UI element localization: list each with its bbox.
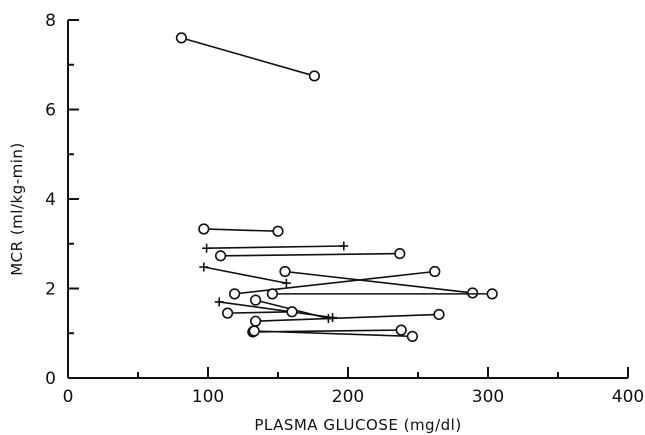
series-segment	[284, 270, 473, 294]
series-pair	[222, 306, 298, 319]
circle-marker	[266, 288, 279, 300]
circle-marker	[394, 247, 406, 260]
series-pair	[215, 247, 406, 262]
x-tick-label: 200	[332, 387, 364, 407]
circle-marker	[279, 265, 291, 278]
circle-marker	[486, 288, 498, 300]
y-tick-label: 2	[45, 280, 56, 300]
data-marks	[175, 32, 498, 342]
circle-marker	[229, 288, 241, 300]
plus-marker	[199, 262, 209, 272]
series-pair	[198, 223, 284, 237]
series-pair	[248, 325, 419, 342]
series-segment	[254, 330, 413, 338]
circle-marker	[248, 325, 260, 337]
x-tick-label: 0	[63, 387, 74, 407]
x-axis-title: PLASMA GLUCOSE (mg/dl)	[254, 416, 461, 434]
series-segment	[234, 270, 435, 295]
circle-marker	[272, 225, 284, 237]
circle-marker	[467, 287, 479, 299]
series-segment	[220, 252, 400, 257]
circle-marker	[429, 265, 441, 278]
circle-marker	[198, 223, 210, 235]
x-tick-label: 100	[192, 387, 224, 407]
series-pair	[279, 265, 479, 299]
series-segment	[181, 37, 315, 77]
series-pair	[175, 32, 321, 82]
y-tick-label: 4	[45, 190, 56, 210]
circle-marker	[175, 32, 187, 44]
y-tick-label: 6	[45, 101, 56, 121]
circle-marker	[395, 324, 407, 336]
y-tick-label: 8	[45, 11, 56, 31]
series-pair	[250, 308, 445, 327]
axes: 0 100 200 300 400 0 2 4 6 8	[45, 11, 644, 407]
circle-marker	[406, 330, 419, 342]
series-segment	[203, 266, 287, 284]
circle-marker	[433, 308, 445, 321]
circle-marker	[222, 307, 234, 319]
circle-marker	[286, 306, 298, 318]
circle-marker	[215, 250, 227, 262]
y-tick-label: 0	[45, 369, 56, 389]
series-pair	[229, 265, 441, 300]
series-segment	[203, 228, 279, 233]
x-tick-label: 300	[472, 387, 504, 407]
series-segment	[206, 245, 344, 250]
circle-marker	[308, 70, 321, 82]
series-pair	[266, 288, 498, 300]
series-segment	[255, 313, 440, 322]
y-axis-title: MCR (ml/kg-min)	[8, 142, 26, 276]
series-pair	[202, 241, 349, 253]
circle-marker	[250, 294, 262, 306]
series-segment	[227, 310, 293, 314]
plus-marker	[281, 278, 291, 288]
circle-marker	[250, 315, 262, 327]
series-pair	[199, 262, 291, 288]
plus-marker	[339, 241, 349, 251]
plus-marker	[214, 297, 224, 307]
plus-marker	[202, 243, 212, 253]
x-tick-label: 400	[612, 387, 644, 407]
